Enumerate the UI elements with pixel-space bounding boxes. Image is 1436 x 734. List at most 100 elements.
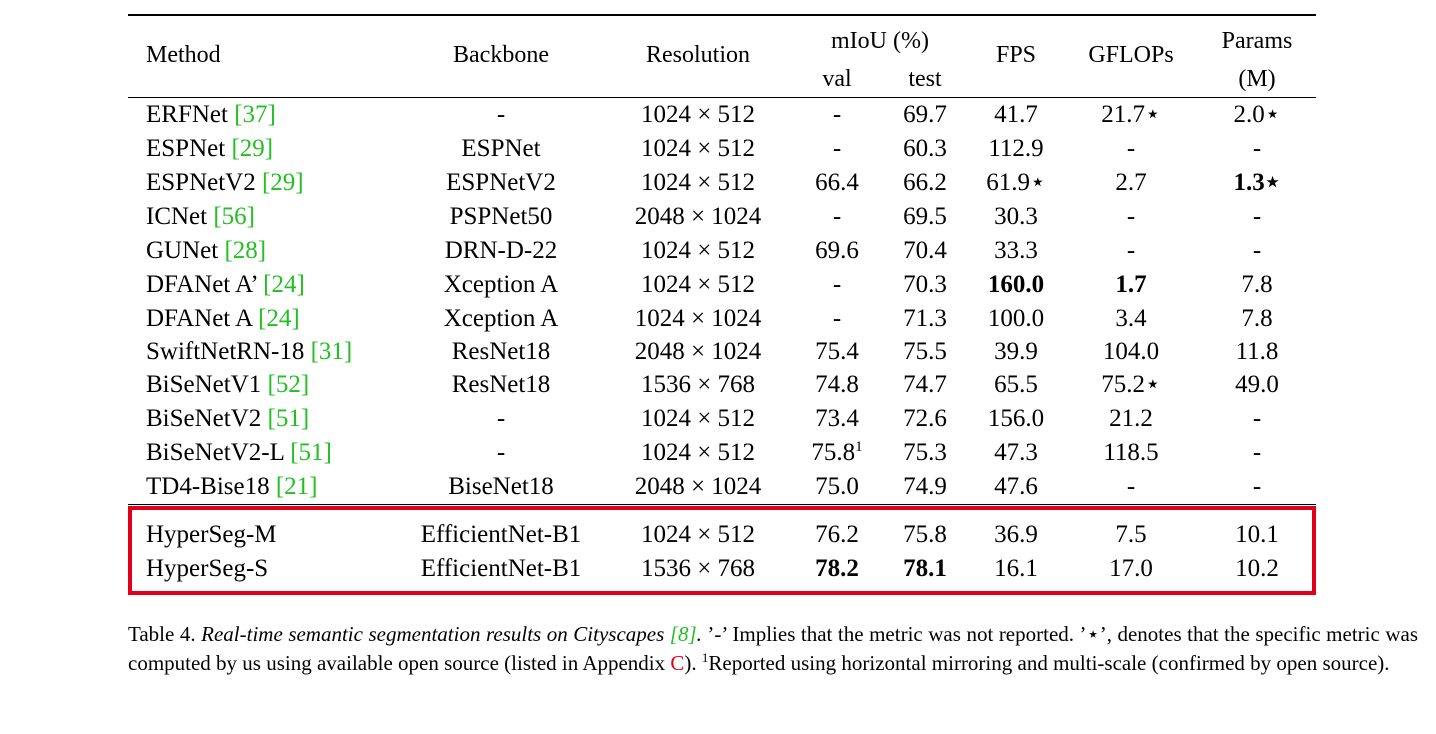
- method-citation[interactable]: [29]: [261, 169, 304, 196]
- method-citation[interactable]: [51]: [267, 405, 310, 432]
- backbone-value: PSPNet50: [449, 203, 553, 230]
- fps-value: 156.0: [987, 405, 1045, 432]
- gflops-value: -: [1126, 203, 1136, 230]
- cell-gflops: 17.0: [1109, 552, 1153, 586]
- resolution-value: 1024 × 512: [640, 135, 756, 162]
- cell-resolution: 1024 × 512: [641, 518, 755, 552]
- test-value: 75.8: [903, 521, 947, 548]
- method-name: DFANet A: [146, 305, 259, 332]
- cell-method: ERFNet [37]: [146, 98, 276, 132]
- cell-params: 49.0: [1235, 368, 1279, 402]
- method-name: ICNet: [146, 203, 214, 230]
- table-caption: Table 4. Real-time semantic segmentation…: [128, 620, 1418, 678]
- cell-test: 74.7: [903, 368, 947, 402]
- caption-appendix-link[interactable]: C: [670, 651, 685, 675]
- cell-val: -: [833, 98, 841, 132]
- params-value: 11.8: [1235, 338, 1279, 365]
- method-name: ESPNet: [146, 135, 232, 162]
- method-name: DFANet A’: [146, 271, 264, 298]
- caption-footnote-mark: 1: [701, 650, 709, 665]
- caption-citation[interactable]: [8]: [669, 622, 697, 646]
- val-value: 75.8: [811, 439, 856, 466]
- highlight-box: [128, 506, 1316, 595]
- cell-fps: 30.3: [994, 200, 1038, 234]
- cell-backbone: BiseNet18: [448, 470, 554, 504]
- method-citation[interactable]: [29]: [231, 135, 274, 162]
- cell-fps: 156.0: [988, 402, 1044, 436]
- cell-method: ICNet [56]: [146, 200, 255, 234]
- method-name: BiSeNetV2-L: [146, 439, 291, 466]
- cell-test: 69.7: [903, 98, 947, 132]
- backbone-value: Xception A: [443, 271, 559, 298]
- params-value: 1.3⋆: [1233, 169, 1281, 196]
- fps-value: 160.0: [987, 271, 1045, 298]
- cell-gflops: 21.7⋆: [1101, 98, 1160, 132]
- cell-resolution: 1024 × 512: [641, 132, 755, 166]
- cell-method: BiSeNetV1 [52]: [146, 368, 309, 402]
- cell-method: HyperSeg-S: [146, 552, 268, 586]
- gflops-value: 3.4: [1115, 305, 1147, 332]
- gflops-value: 118.5: [1103, 439, 1159, 466]
- cell-gflops: 21.2: [1109, 402, 1153, 436]
- cell-gflops: 2.7: [1115, 166, 1146, 200]
- gflops-value: 7.5: [1115, 521, 1147, 548]
- cell-resolution: 1024 × 512: [641, 98, 755, 132]
- val-value: 74.8: [815, 371, 859, 398]
- fps-value: 112.9: [988, 135, 1044, 162]
- header-params-unit: (M): [1238, 66, 1276, 92]
- method-citation[interactable]: [28]: [224, 237, 267, 264]
- method-citation[interactable]: [37]: [234, 101, 276, 128]
- params-value: 10.2: [1235, 555, 1279, 582]
- val-value: 75.0: [815, 473, 859, 500]
- cell-method: HyperSeg-M: [146, 518, 277, 552]
- test-value: 75.5: [903, 338, 947, 365]
- backbone-value: -: [496, 439, 506, 466]
- cell-val: 75.0: [815, 470, 859, 504]
- cell-val: -: [833, 132, 841, 166]
- cell-backbone: ESPNetV2: [446, 166, 556, 200]
- cell-params: 7.8: [1241, 302, 1272, 336]
- test-value: 72.6: [903, 405, 947, 432]
- method-citation[interactable]: [21]: [275, 473, 318, 500]
- cell-backbone: DRN-D-22: [445, 234, 558, 268]
- method-name: HyperSeg-S: [146, 555, 269, 582]
- backbone-value: ESPNet: [461, 135, 541, 162]
- resolution-value: 1024 × 512: [640, 521, 756, 548]
- gflops-value: 1.7: [1115, 271, 1147, 298]
- cell-resolution: 1024 × 512: [641, 166, 755, 200]
- cell-val: -: [833, 302, 841, 336]
- cell-val: 76.2: [815, 518, 859, 552]
- method-name: BiSeNetV2: [146, 405, 268, 432]
- cell-params: 1.3⋆: [1234, 166, 1281, 200]
- cell-fps: 47.6: [994, 470, 1038, 504]
- cell-params: -: [1253, 470, 1261, 504]
- params-value: 49.0: [1235, 371, 1279, 398]
- resolution-value: 1024 × 1024: [634, 305, 762, 332]
- test-value: 74.7: [903, 371, 947, 398]
- test-value: 78.1: [903, 555, 947, 582]
- method-citation[interactable]: [24]: [258, 305, 300, 332]
- cell-gflops: -: [1127, 132, 1135, 166]
- resolution-value: 2048 × 1024: [634, 203, 762, 230]
- cell-params: -: [1253, 132, 1261, 166]
- cell-val: -: [833, 268, 841, 302]
- fps-value: 65.5: [994, 371, 1038, 398]
- cell-resolution: 2048 × 1024: [635, 470, 762, 504]
- method-citation[interactable]: [24]: [263, 271, 305, 298]
- test-value: 75.3: [903, 439, 947, 466]
- gflops-value: -: [1126, 237, 1136, 264]
- cell-gflops: -: [1127, 470, 1135, 504]
- method-citation[interactable]: [31]: [310, 338, 353, 365]
- method-citation[interactable]: [52]: [267, 371, 310, 398]
- cell-fps: 16.1: [994, 552, 1038, 586]
- gflops-value: 2.7: [1115, 169, 1147, 196]
- method-citation[interactable]: [56]: [213, 203, 256, 230]
- test-value: 74.9: [903, 473, 947, 500]
- header-val: val: [822, 66, 852, 92]
- cell-method: SwiftNetRN-18 [31]: [146, 335, 352, 369]
- cell-params: -: [1253, 402, 1261, 436]
- method-name: GUNet: [146, 237, 225, 264]
- fps-value: 33.3: [994, 237, 1038, 264]
- cell-resolution: 1024 × 512: [641, 436, 755, 470]
- method-citation[interactable]: [51]: [290, 439, 332, 466]
